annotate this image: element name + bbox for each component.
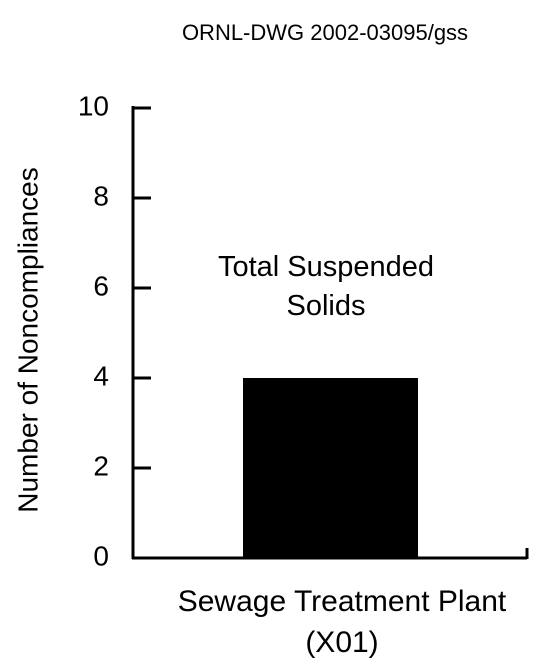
y-tick-label: 2 (93, 450, 109, 481)
y-tick-label: 10 (78, 90, 109, 121)
bar (243, 378, 418, 558)
y-tick-label: 6 (93, 270, 109, 301)
y-axis-label: Number of Noncompliances (12, 167, 43, 513)
x-tick-label: Sewage Treatment Plant (X01) (177, 585, 507, 659)
y-tick-label: 4 (93, 360, 109, 391)
chart-title: ORNL-DWG 2002-03095/gss (182, 20, 468, 45)
y-tick-label: 8 (93, 180, 109, 211)
y-tick-label: 0 (93, 540, 109, 571)
annotation: Total Suspended Solids (217, 251, 435, 323)
